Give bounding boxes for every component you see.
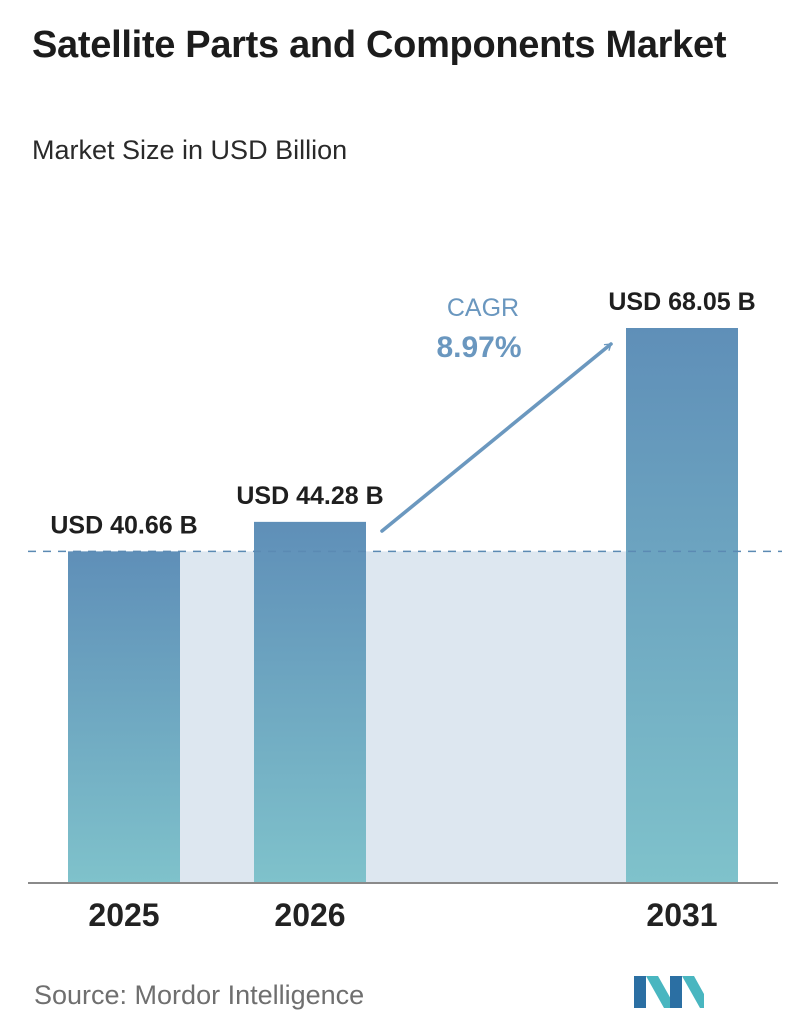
label-layer: USD 40.66 B 2025 USD 44.28 B 2026 USD 68.05 …	[50, 288, 755, 933]
chart-title: Satellite Parts and Components Market	[32, 24, 727, 66]
data-label-2031: USD 68.05 B	[608, 288, 755, 316]
x-tick-label-2025: 2025	[88, 897, 159, 933]
cagr-arrow	[380, 342, 613, 533]
x-tick-label-2026: 2026	[274, 897, 345, 933]
mordor-intelligence-logo-icon	[634, 976, 704, 1008]
x-tick-label-2031: 2031	[646, 897, 717, 933]
data-label-2025: USD 40.66 B	[50, 511, 197, 539]
bar-2025	[68, 551, 180, 883]
data-label-2026: USD 44.28 B	[236, 482, 383, 510]
cagr-value: 8.97%	[436, 331, 521, 364]
chart-subtitle: Market Size in USD Billion	[32, 135, 348, 165]
cagr-label: CAGR	[447, 294, 519, 322]
bar-2026	[254, 521, 366, 883]
reference-line-layer	[28, 342, 782, 884]
bar-2031	[626, 328, 738, 883]
bar-layer	[68, 328, 738, 883]
source-note: Source: Mordor Intelligence	[34, 980, 365, 1010]
